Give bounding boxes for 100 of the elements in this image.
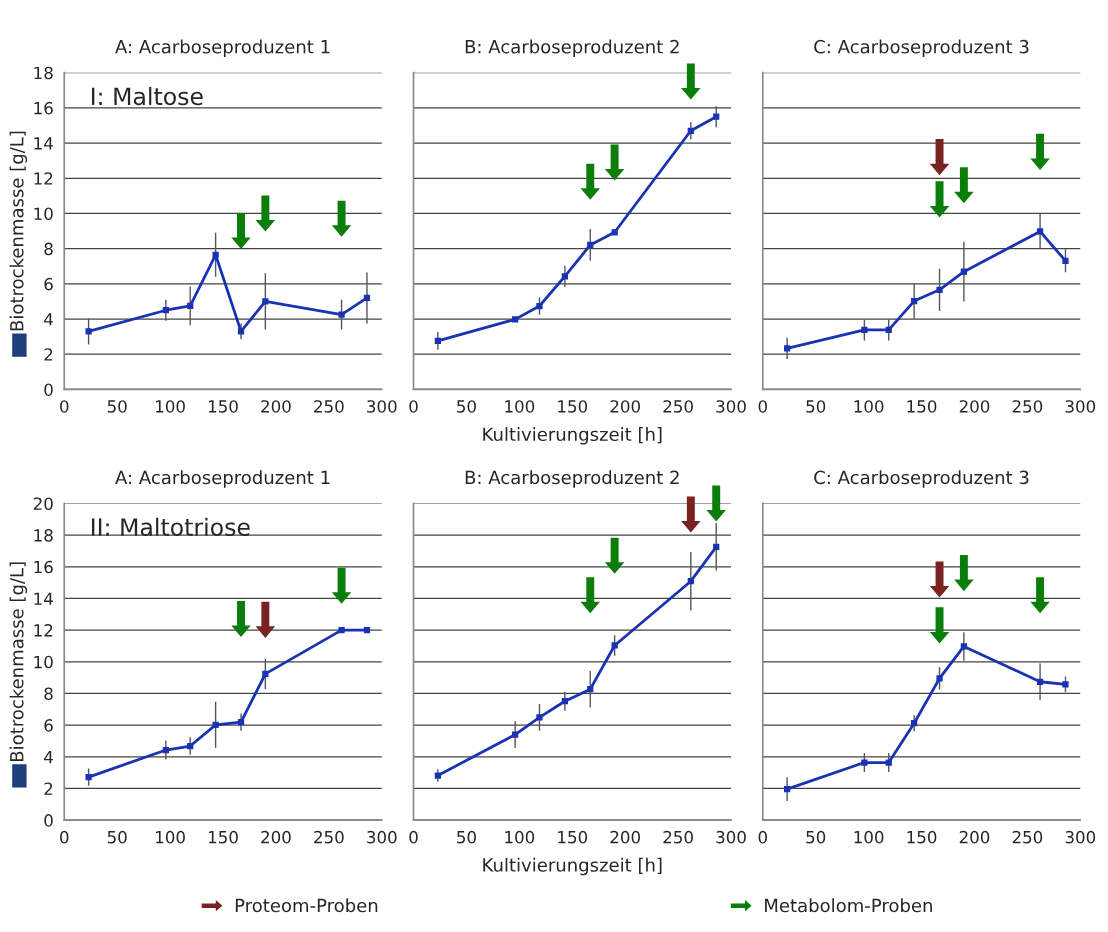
point <box>237 719 245 726</box>
point <box>434 772 441 779</box>
point <box>212 251 219 258</box>
y-tick-label: 14 <box>34 592 53 605</box>
x-tick-label: 300 <box>1065 400 1096 413</box>
y-tick-label: 12 <box>34 624 53 637</box>
point <box>784 345 791 352</box>
x-axis-title: Kultivierungszeit [h] <box>483 857 662 876</box>
x-tick-label: 250 <box>663 830 693 844</box>
x-tick-label: 50 <box>457 830 476 844</box>
chart-title: A: Acarboseproduzent 1 <box>115 470 330 488</box>
annotation: II: Maltotriose <box>91 517 250 536</box>
point <box>611 642 618 649</box>
point <box>1036 678 1044 685</box>
x-tick-label: 50 <box>457 400 476 413</box>
chart-title: B: Acarboseproduzent 2 <box>465 39 679 58</box>
point <box>687 127 694 134</box>
x-tick-label: 100 <box>505 400 535 413</box>
x-tick-label: 100 <box>505 830 535 844</box>
x-tick-label: 300 <box>367 830 397 844</box>
point <box>861 326 868 334</box>
y-tick-label: 2 <box>44 782 53 795</box>
point <box>587 686 594 693</box>
x-tick-label: 200 <box>959 830 990 844</box>
point <box>512 316 519 323</box>
x-tick-label: 50 <box>806 400 826 413</box>
point <box>861 759 868 766</box>
point <box>911 720 918 727</box>
point <box>262 670 269 677</box>
point <box>561 273 568 280</box>
x-tick-label: 100 <box>854 400 884 413</box>
x-tick-label: 300 <box>1065 830 1096 844</box>
point <box>536 302 543 310</box>
x-tick-label: 200 <box>959 400 990 413</box>
y-tick-label: 18 <box>34 66 53 80</box>
point <box>85 773 92 781</box>
y-tick-label: 10 <box>34 207 53 221</box>
x-tick-label: 150 <box>907 400 937 413</box>
chart-title: C: Acarboseproduzent 3 <box>814 39 1029 58</box>
x-tick-label: 250 <box>663 400 693 413</box>
y-tick-label: 2 <box>44 348 53 361</box>
point <box>936 675 943 682</box>
x-tick-label: 50 <box>806 830 826 844</box>
point <box>338 311 345 318</box>
y-tick-label: 6 <box>44 277 53 291</box>
y-tick-label: 14 <box>34 137 53 150</box>
x-tick-label: 200 <box>261 400 291 413</box>
point <box>1036 228 1044 235</box>
x-tick-label: 0 <box>409 830 418 844</box>
point <box>1062 681 1069 688</box>
point <box>162 307 169 314</box>
point <box>262 298 269 305</box>
x-tick-label: 50 <box>107 400 127 413</box>
y-axis-title: Biotrockenmasse [g/L] <box>9 131 28 331</box>
x-tick-label: 100 <box>156 400 185 413</box>
y-tick-label: 0 <box>44 383 53 396</box>
x-tick-label: 150 <box>208 830 238 844</box>
x-tick-label: 0 <box>409 400 418 413</box>
point <box>611 229 618 236</box>
x-tick-label: 100 <box>854 830 884 844</box>
point <box>561 698 568 705</box>
y-tick-label: 16 <box>34 101 53 115</box>
x-tick-label: 0 <box>60 830 69 844</box>
x-tick-label: 250 <box>314 830 344 844</box>
y-tick-label: 18 <box>34 529 53 542</box>
point <box>187 302 194 309</box>
x-tick-label: 250 <box>1012 400 1043 413</box>
x-tick-label: 0 <box>758 830 767 844</box>
x-tick-label: 250 <box>314 400 344 413</box>
point <box>960 268 968 275</box>
point <box>162 746 169 754</box>
y-tick-label: 20 <box>33 497 53 511</box>
y-tick-label: 16 <box>34 560 53 574</box>
x-tick-label: 150 <box>558 830 588 844</box>
point <box>536 714 543 721</box>
point <box>1062 257 1069 264</box>
legend-label: Metabolom-Proben <box>765 898 932 913</box>
y-tick-label: 4 <box>44 313 53 326</box>
y-tick-label: 8 <box>44 687 53 701</box>
x-tick-label: 250 <box>1012 830 1043 844</box>
legend-label: Proteom-Proben <box>235 898 378 913</box>
point <box>911 297 918 305</box>
point <box>687 578 694 585</box>
chart-title: B: Acarboseproduzent 2 <box>465 470 679 488</box>
y-tick-label: 8 <box>44 242 53 256</box>
x-tick-label: 150 <box>558 400 588 413</box>
point <box>587 241 594 249</box>
x-tick-label: 200 <box>610 400 640 413</box>
x-tick-label: 200 <box>261 830 291 844</box>
y-axis-title: Biotrockenmasse [g/L] <box>9 562 28 761</box>
point <box>713 543 720 550</box>
point <box>85 328 92 335</box>
point <box>784 785 791 793</box>
chart-title: C: Acarboseproduzent 3 <box>814 470 1029 488</box>
point <box>212 721 219 728</box>
point <box>960 643 968 650</box>
y-tick-label: 6 <box>44 719 53 732</box>
chart-title: A: Acarboseproduzent 1 <box>115 39 330 58</box>
point <box>338 627 345 634</box>
y-tick-label: 4 <box>44 751 53 764</box>
